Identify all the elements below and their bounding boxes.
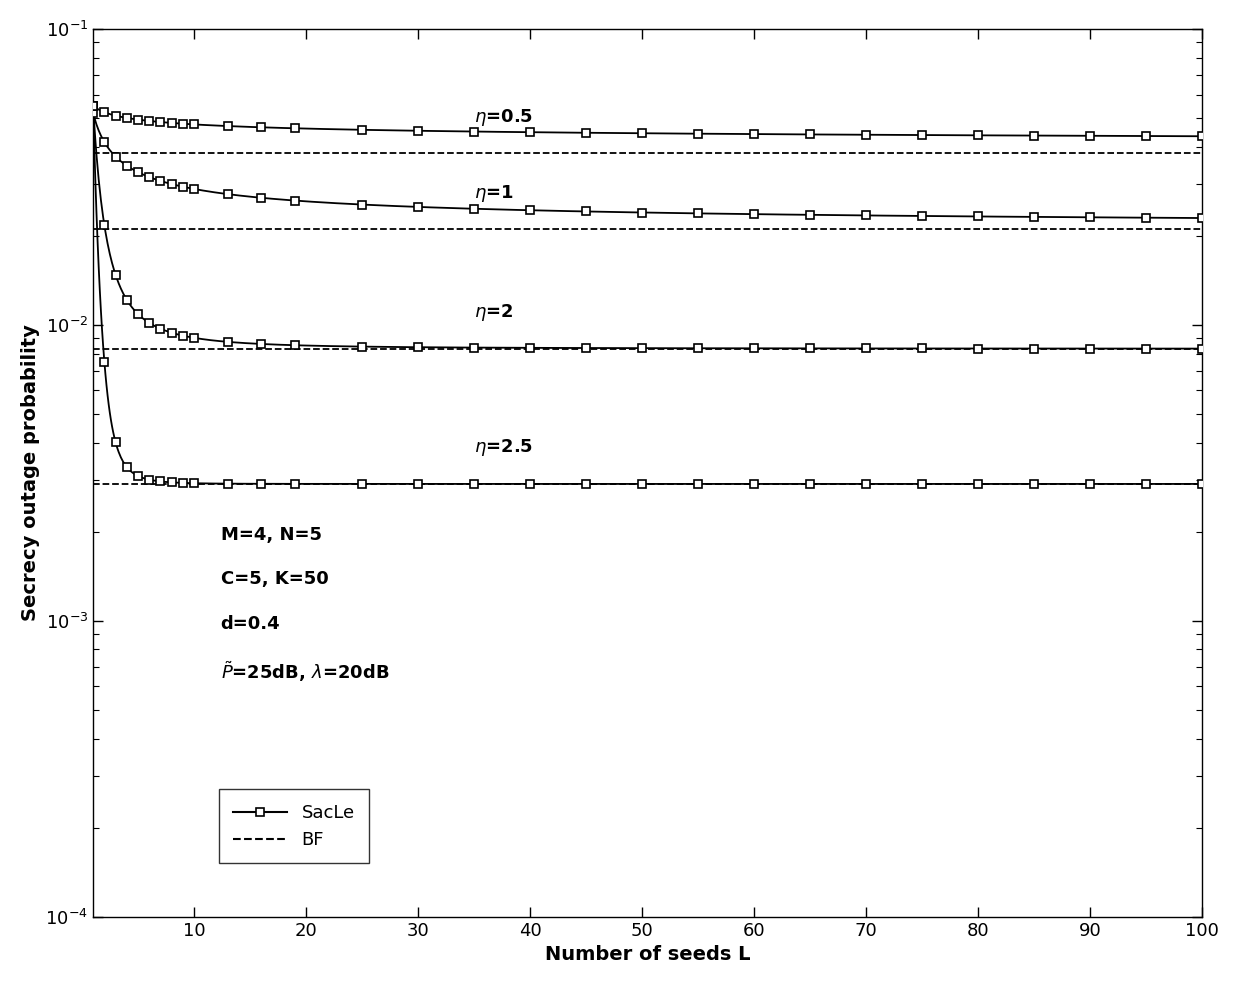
Text: d=0.4: d=0.4 — [221, 615, 280, 633]
Text: M=4, N=5: M=4, N=5 — [221, 526, 321, 544]
X-axis label: Number of seeds L: Number of seeds L — [544, 946, 750, 964]
Y-axis label: Secrecy outage probability: Secrecy outage probability — [21, 324, 40, 622]
Text: $\eta$=2: $\eta$=2 — [474, 302, 513, 323]
Legend: SacLe, BF: SacLe, BF — [218, 789, 370, 863]
Text: $\eta$=2.5: $\eta$=2.5 — [474, 437, 533, 458]
Text: $\tilde{P}$=25dB, $\lambda$=20dB: $\tilde{P}$=25dB, $\lambda$=20dB — [221, 659, 389, 684]
Text: $\eta$=1: $\eta$=1 — [474, 183, 513, 204]
Text: C=5, K=50: C=5, K=50 — [221, 570, 329, 588]
Text: $\eta$=0.5: $\eta$=0.5 — [474, 106, 533, 128]
